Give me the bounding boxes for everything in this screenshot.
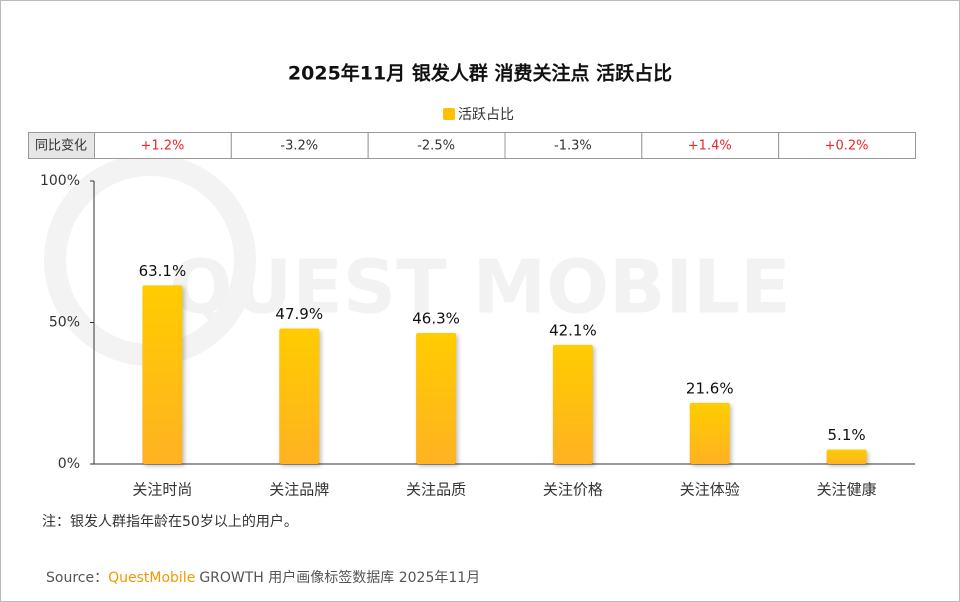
bar	[826, 449, 867, 464]
yoy-header-cell	[28, 132, 95, 159]
data-label: 42.1%	[549, 321, 597, 339]
data-label: 46.3%	[412, 309, 460, 327]
data-label: 47.9%	[275, 305, 323, 323]
yoy-cell	[641, 132, 780, 159]
yoy-value: -2.5%	[417, 139, 455, 154]
yoy-cell	[778, 132, 917, 159]
x-tick-label: 关注价格	[543, 481, 603, 499]
legend-swatch	[443, 108, 455, 120]
bar	[689, 402, 730, 464]
data-label: 63.1%	[139, 262, 187, 280]
source: Source：QuestMobile GROWTH 用户画像标签数据库 2025年…	[46, 569, 480, 586]
yoy-value: +1.4%	[688, 139, 732, 154]
legend-label: 活跃占比	[458, 107, 514, 123]
yoy-cell	[367, 132, 506, 159]
source-brand: QuestMobile	[108, 570, 195, 586]
bar	[279, 328, 320, 464]
yoy-cell	[230, 132, 369, 159]
bar	[142, 285, 183, 464]
bar	[416, 332, 457, 464]
note: 注：银发人群指年龄在50岁以上的用户。	[42, 513, 298, 530]
data-label: 21.6%	[686, 379, 734, 397]
chart-title: 2025年11月 银发人群 消费关注点 活跃占比	[288, 62, 672, 85]
x-tick-label: 关注时尚	[132, 481, 192, 499]
yoy-value: +0.2%	[825, 139, 869, 154]
yoy-cell	[504, 132, 643, 159]
x-tick-label: 关注健康	[817, 481, 877, 499]
bar	[552, 344, 593, 464]
x-tick-label: 关注品质	[406, 481, 466, 499]
source-text: GROWTH 用户画像标签数据库 2025年11月	[199, 569, 480, 586]
yoy-header: 同比变化	[35, 138, 87, 154]
y-tick-label: 100%	[40, 173, 80, 189]
watermark: QUEST MOBILE	[169, 245, 790, 331]
yoy-value: -1.3%	[554, 139, 592, 154]
source-prefix: Source：	[46, 570, 108, 586]
x-tick-label: 关注品牌	[269, 481, 329, 499]
y-tick-label: 0%	[58, 456, 80, 472]
y-tick-label: 50%	[49, 315, 80, 331]
yoy-value: +1.2%	[140, 139, 184, 154]
yoy-value: -3.2%	[280, 139, 318, 154]
x-tick-label: 关注体验	[680, 481, 740, 499]
data-label: 5.1%	[828, 426, 866, 444]
